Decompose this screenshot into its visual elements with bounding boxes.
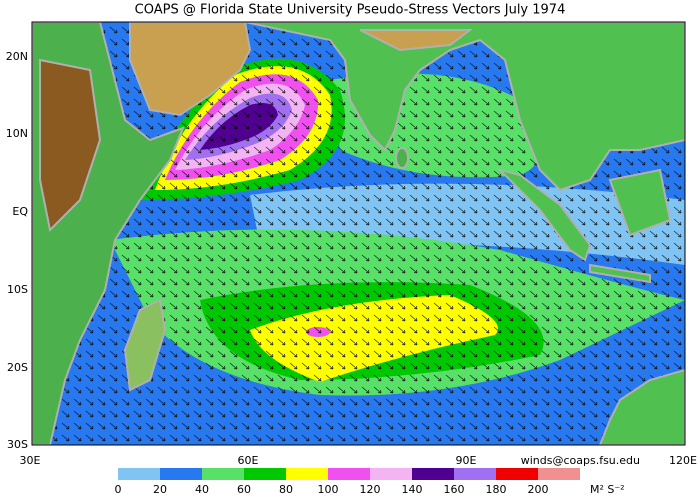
colorbar-swatch <box>328 468 370 480</box>
colorbar-swatch <box>412 468 454 480</box>
colorbar-tick-label: 0 <box>115 483 122 496</box>
lon-label: 90E <box>456 454 477 467</box>
credit: winds@coaps.fsu.edu <box>521 454 640 467</box>
colorbar-swatch <box>538 468 580 480</box>
land <box>32 22 685 445</box>
map <box>32 22 685 445</box>
colorbar-tick-label: 180 <box>486 483 507 496</box>
colorbar-swatch <box>496 468 538 480</box>
title: COAPS @ Florida State University Pseudo-… <box>135 3 566 18</box>
lat-label: 10S <box>7 283 28 296</box>
lon-label: 30E <box>20 454 41 467</box>
colorbar-tick-label: 200 <box>528 483 549 496</box>
lon-label: 60E <box>238 454 259 467</box>
colorbar-tick-label: 100 <box>318 483 339 496</box>
colorbar-tick-label: 40 <box>195 483 209 496</box>
colorbar-tick-label: 20 <box>153 483 167 496</box>
lat-label: 30S <box>7 438 28 451</box>
colorbar-swatch <box>454 468 496 480</box>
colorbar-tick-label: 80 <box>279 483 293 496</box>
colorbar-swatch <box>118 468 160 480</box>
lat-label: 20N <box>6 50 28 63</box>
lat-label: 20S <box>7 361 28 374</box>
colorbar-unit: M² S⁻² <box>590 483 625 496</box>
colorbar-swatch <box>286 468 328 480</box>
colorbar-tick-label: 140 <box>402 483 423 496</box>
colorbar: 0 20 40 60 80 100 120 140 160 180 200 <box>115 468 580 496</box>
lon-label: 120E <box>669 454 697 467</box>
lat-label: 10N <box>6 127 28 140</box>
colorbar-swatch <box>370 468 412 480</box>
lon-labels: 30E 60E 90E 120E <box>20 454 697 467</box>
lat-labels: 20N 10N EQ 10S 20S 30S <box>6 50 29 451</box>
colorbar-swatch <box>202 468 244 480</box>
colorbar-tick-label: 60 <box>237 483 251 496</box>
colorbar-swatch <box>160 468 202 480</box>
colorbar-swatch <box>244 468 286 480</box>
map-frame <box>31 21 686 446</box>
colorbar-tick-label: 120 <box>360 483 381 496</box>
lat-label: EQ <box>12 205 28 218</box>
colorbar-tick-label: 160 <box>444 483 465 496</box>
